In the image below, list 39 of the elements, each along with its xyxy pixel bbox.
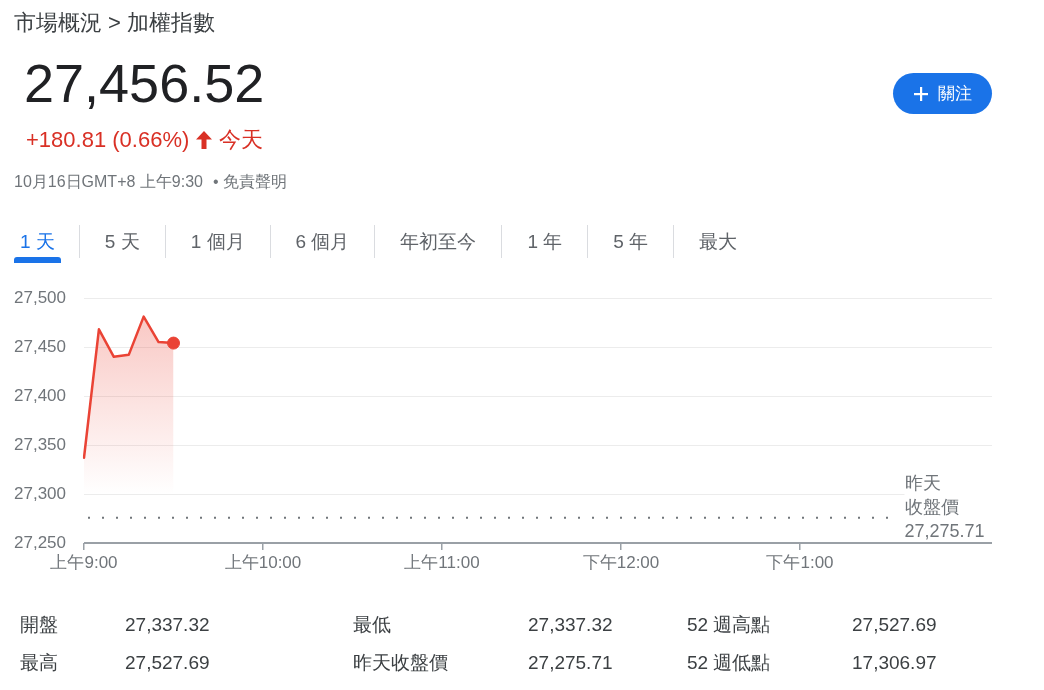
chart-title: 市場概況 > 加權指數 [14, 10, 216, 35]
text: 5 年 [613, 229, 649, 254]
text: 最低 [353, 614, 391, 635]
follow-button[interactable]: 關注 [893, 73, 992, 114]
text: 年初至今 [400, 229, 477, 254]
text: 昨天收盤價 [353, 652, 448, 673]
y-tick-label: 27,250 [14, 532, 66, 552]
text: 27,527.69 [852, 614, 937, 635]
y-tick-label: 27,450 [14, 336, 66, 356]
text: 52 週高點 [687, 614, 771, 635]
text: 6 個月 [295, 229, 350, 254]
text: • 免責聲明 [212, 171, 288, 192]
text: 今天 [219, 126, 264, 154]
x-tick-label: 上午10:00 [224, 552, 302, 572]
y-tick-label: 27,350 [14, 434, 66, 454]
text: 27,337.32 [528, 614, 613, 635]
y-tick-label: 27,400 [14, 385, 66, 405]
text: 17,306.97 [852, 652, 937, 673]
text: 27,456.52 [24, 53, 265, 113]
text: 1 天 [20, 229, 55, 254]
text: 1 個月 [190, 229, 245, 254]
text: 5 天 [104, 229, 140, 254]
y-tick-label: 27,500 [14, 287, 66, 307]
x-tick-label: 下午1:00 [766, 552, 834, 572]
text: 52 週低點 [687, 652, 771, 673]
x-tick-label: 上午9:00 [50, 552, 118, 572]
x-tick-label: 下午12:00 [582, 552, 660, 572]
ref-line-label: 昨天收盤價 27,275.71 [904, 472, 985, 541]
text: 10月16日GMT+8 上午9:30 [14, 171, 203, 192]
y-tick-label: 27,300 [14, 483, 66, 503]
text: 開盤 [20, 614, 58, 635]
text: 27,527.69 [125, 652, 210, 673]
text: 最高 [20, 652, 58, 673]
text: 最大 [699, 229, 738, 254]
text: +180.81 (0.66%) [26, 127, 190, 153]
text: 27,337.32 [125, 614, 210, 635]
x-tick-label: 上午11:00 [404, 552, 480, 572]
text: 1 年 [527, 229, 563, 254]
text: 27,275.71 [528, 652, 613, 673]
